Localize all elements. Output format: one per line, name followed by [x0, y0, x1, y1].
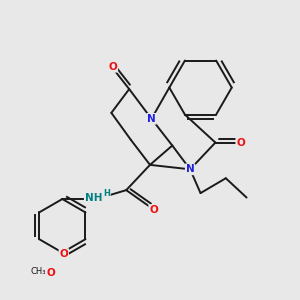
Text: N: N — [186, 164, 194, 174]
Text: CH₃: CH₃ — [31, 267, 46, 276]
Text: H: H — [103, 189, 110, 198]
Text: O: O — [59, 249, 68, 259]
Text: O: O — [46, 268, 55, 278]
Text: NH: NH — [85, 193, 102, 202]
Text: O: O — [236, 138, 245, 148]
Text: N: N — [147, 114, 156, 124]
Text: O: O — [109, 62, 117, 72]
Text: O: O — [149, 205, 158, 215]
